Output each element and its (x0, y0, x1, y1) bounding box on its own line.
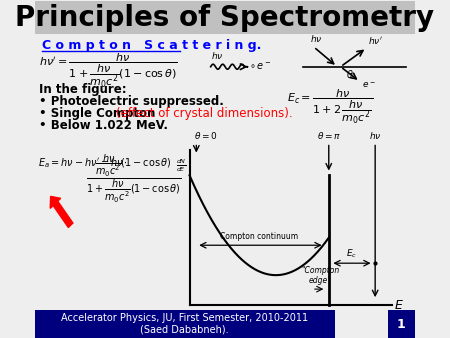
Text: $e^-$: $e^-$ (362, 81, 375, 91)
Text: • Below 1.022 MeV.: • Below 1.022 MeV. (40, 119, 168, 132)
Text: (effect of crystal dimensions).: (effect of crystal dimensions). (116, 107, 293, 120)
Text: $\dfrac{\dfrac{h\nu}{m_0c^2}(1-\cos\theta)}{1+\dfrac{h\nu}{m_0c^2}(1-\cos\theta): $\dfrac{\dfrac{h\nu}{m_0c^2}(1-\cos\thet… (86, 152, 181, 204)
Text: $\theta$: $\theta$ (346, 68, 353, 80)
Text: $E$: $E$ (394, 298, 404, 312)
Bar (388, 310, 415, 338)
Text: $h\nu'$: $h\nu'$ (368, 35, 382, 46)
Text: $\theta = \pi$: $\theta = \pi$ (317, 129, 341, 141)
Bar (35, 310, 335, 338)
Text: In the figure:: In the figure: (40, 83, 127, 96)
Text: $\theta = 0$: $\theta = 0$ (194, 129, 217, 141)
Text: • Single Compton: • Single Compton (40, 107, 160, 120)
Text: $E_a = h\nu - h\nu' = h\nu\cdot$: $E_a = h\nu - h\nu' = h\nu\cdot$ (38, 156, 128, 170)
Text: • Photoelectric suppressed.: • Photoelectric suppressed. (40, 95, 224, 108)
Text: $E_c = \dfrac{h\nu}{1+2\,\dfrac{h\nu}{m_0c^2}}$: $E_c = \dfrac{h\nu}{1+2\,\dfrac{h\nu}{m_… (287, 87, 373, 126)
Text: C o m p t o n   S c a t t e r i n g.: C o m p t o n S c a t t e r i n g. (42, 39, 261, 52)
Text: $h\nu' = \dfrac{h\nu}{1+\dfrac{h\nu}{m_0c^2}(1-\cos\theta)}$: $h\nu' = \dfrac{h\nu}{1+\dfrac{h\nu}{m_0… (40, 51, 178, 90)
Text: Accelerator Physics, JU, First Semester, 2010-2011
(Saed Dababneh).: Accelerator Physics, JU, First Semester,… (61, 313, 308, 335)
Text: 1: 1 (397, 317, 406, 331)
FancyArrow shape (50, 196, 73, 227)
Text: $h\nu$: $h\nu$ (310, 33, 323, 44)
Text: $\frac{dN}{dE}$: $\frac{dN}{dE}$ (176, 157, 187, 174)
Bar (35, 1, 415, 34)
Text: $h\nu$: $h\nu$ (211, 50, 223, 61)
Text: Principles of Spectrometry: Principles of Spectrometry (15, 4, 435, 32)
Text: $\circ\, e^-$: $\circ\, e^-$ (249, 61, 272, 72)
Text: $h\nu$: $h\nu$ (369, 129, 382, 141)
Text: Compton continuum: Compton continuum (220, 232, 298, 241)
Text: $E_c$: $E_c$ (346, 248, 357, 260)
Text: "Compton
edge": "Compton edge" (301, 266, 339, 285)
